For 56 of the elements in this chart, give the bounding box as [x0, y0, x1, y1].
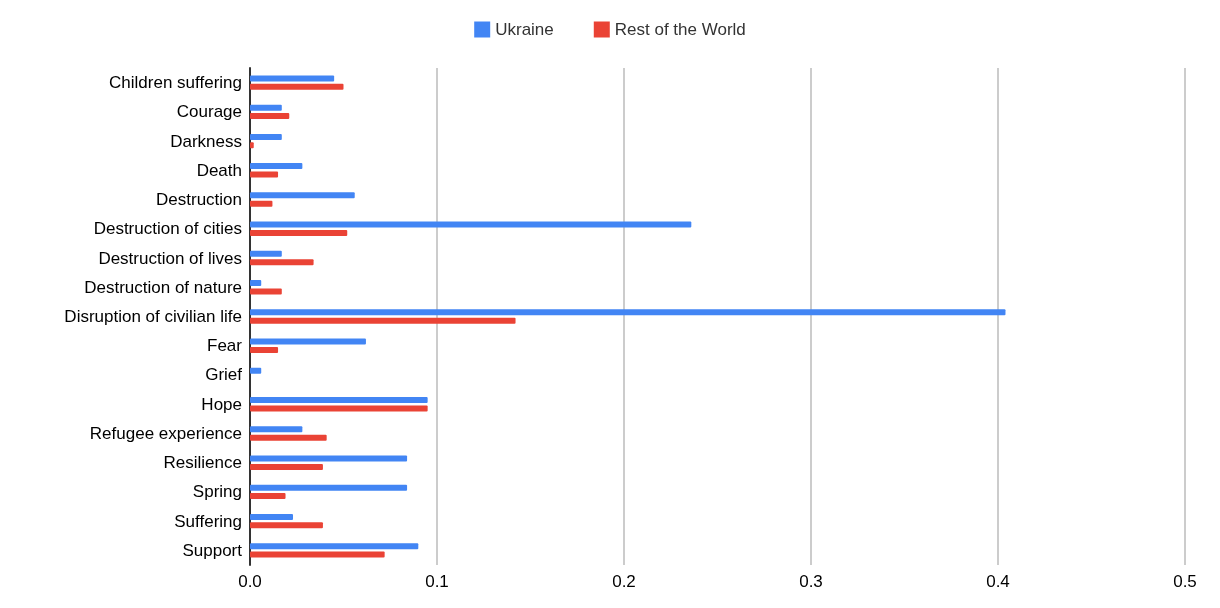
bar	[250, 229, 348, 236]
bar	[250, 397, 428, 404]
y-tick-label: Children suffering	[109, 73, 242, 93]
bar	[250, 288, 282, 295]
bar	[250, 551, 385, 558]
bar	[250, 463, 323, 470]
bar	[250, 250, 282, 257]
x-tick-label: 0.0	[238, 572, 262, 591]
bar	[250, 484, 408, 491]
y-tick-label: Courage	[176, 102, 242, 122]
y-tick-label: Support	[182, 540, 243, 560]
bar	[250, 75, 335, 82]
x-tick-label: 0.2	[612, 572, 636, 591]
bar	[250, 522, 323, 529]
bar	[250, 346, 279, 353]
x-tick-label: 0.3	[799, 572, 823, 591]
bar	[250, 133, 282, 140]
bar	[250, 221, 692, 228]
y-tick-label: Resilience	[163, 453, 242, 473]
bar	[250, 338, 366, 345]
y-tick-label: Suffering	[174, 511, 242, 531]
x-tick-label: 0.1	[425, 572, 449, 591]
y-tick-label: Death	[196, 160, 242, 180]
y-tick-label: Disruption of civilian life	[64, 307, 242, 326]
x-tick-label: 0.5	[1173, 572, 1197, 591]
bar	[250, 317, 516, 324]
bar	[250, 455, 408, 462]
bar	[250, 513, 294, 520]
y-tick-label: Destruction of lives	[98, 248, 242, 268]
bar	[250, 200, 273, 207]
bar	[250, 192, 355, 199]
y-tick-label: Refugee experience	[89, 423, 242, 443]
legend-label: Ukraine	[495, 20, 554, 39]
y-tick-label: Hope	[201, 394, 242, 414]
y-tick-label: Darkness	[170, 131, 242, 151]
bar	[250, 309, 1006, 316]
y-tick-label: Fear	[207, 336, 243, 356]
bar	[250, 259, 314, 266]
bar	[250, 543, 419, 550]
x-tick-label: 0.4	[986, 572, 1010, 591]
legend-label: Rest of the World	[614, 20, 746, 39]
bar	[250, 104, 282, 111]
bar	[250, 171, 279, 178]
y-tick-label: Destruction of cities	[93, 219, 242, 239]
bar	[250, 280, 262, 287]
y-tick-label: Spring	[192, 482, 242, 502]
bar	[250, 83, 344, 90]
bar	[250, 493, 286, 500]
bar	[250, 113, 290, 120]
bar	[250, 405, 428, 412]
y-tick-label: Destruction	[156, 190, 242, 210]
y-tick-label: Grief	[205, 365, 243, 385]
bar	[250, 426, 303, 433]
y-tick-label: Destruction of nature	[84, 277, 242, 297]
bar	[250, 163, 303, 170]
bar	[250, 434, 327, 441]
